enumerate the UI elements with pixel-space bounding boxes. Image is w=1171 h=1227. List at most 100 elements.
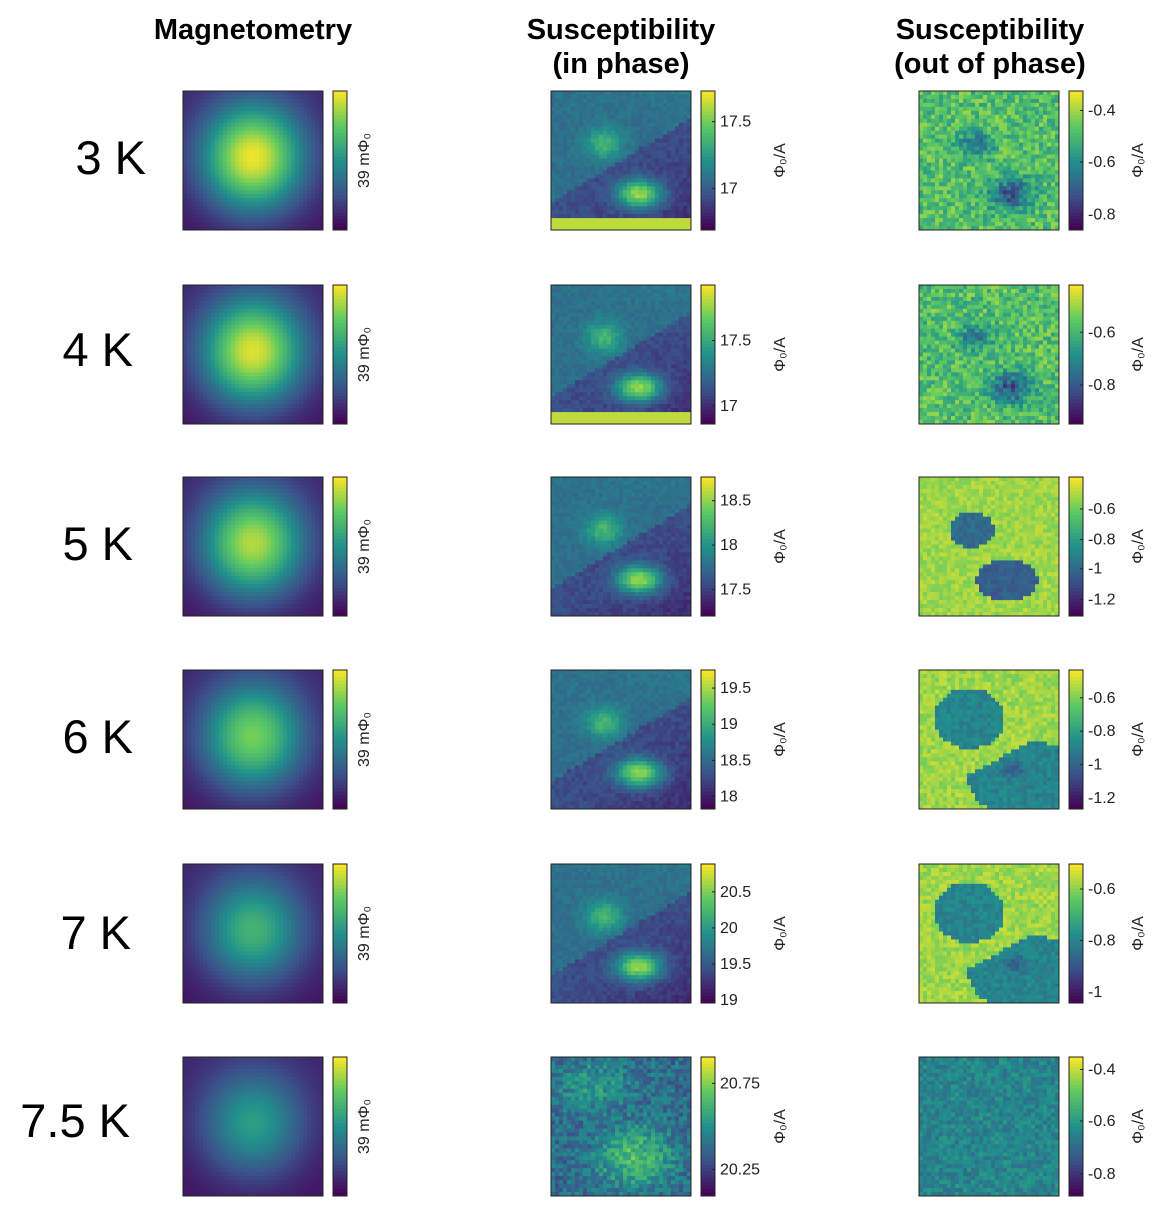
colorbar-unit-label: Φ₀/A (1130, 916, 1147, 951)
panel-svg: 39 mΦ₀ (182, 669, 373, 810)
panel-svg: 39 mΦ₀ (182, 476, 373, 617)
outphase-susceptibility-map: -0.6 -0.8 -1 -1.2 Φ₀/A (918, 476, 1159, 620)
heatmap-image (551, 285, 692, 425)
outphase-susceptibility-map: -0.4 -0.6 -0.8 Φ₀/A (918, 1056, 1159, 1200)
row-label: 6 K (0, 709, 133, 764)
heatmap-frame (918, 90, 1060, 231)
colorbar-unit-label: Φ₀/A (772, 529, 789, 564)
heatmap-image (919, 285, 1060, 425)
inphase-susceptibility-map: 18.5 18 17.5 Φ₀/A (550, 476, 791, 620)
column-title-magnetometry: Magnetometry (93, 13, 413, 47)
colorbar-tick-label: -0.6 (1088, 154, 1116, 171)
row-label: 7 K (0, 905, 131, 960)
colorbar-tick-label: -0.8 (1088, 1166, 1116, 1183)
colorbar (1068, 1056, 1084, 1197)
heatmap-frame (918, 1056, 1060, 1197)
panel-svg: 39 mΦ₀ (182, 90, 373, 231)
inphase-susceptibility-map: 20.5 20 19.5 19 Φ₀/A (550, 863, 791, 1009)
panel-svg: 39 mΦ₀ (182, 863, 373, 1004)
colorbar-unit-label: Φ₀/A (772, 1109, 789, 1144)
heatmap-image (551, 91, 692, 231)
panel-svg: 19.5 19 18.5 18 Φ₀/A (550, 669, 789, 810)
column-title-inphase: Susceptibility (in phase) (461, 13, 781, 81)
column-title-line2: (in phase) (461, 47, 781, 81)
colorbar-unit-label: 39 mΦ₀ (356, 133, 373, 188)
colorbar-tick-label: 17 (720, 180, 738, 197)
colorbar-tick-label: -0.8 (1088, 377, 1116, 394)
colorbar-tick-label: -0.8 (1088, 723, 1116, 740)
heatmap-image (183, 285, 324, 425)
column-title-line2: (out of phase) (830, 47, 1150, 81)
colorbar-tick-label: 20 (720, 920, 738, 937)
heatmap-frame (550, 863, 692, 1004)
colorbar-tick-label: -0.8 (1088, 932, 1116, 949)
column-title-outphase: Susceptibility (out of phase) (830, 13, 1150, 81)
colorbar (1068, 476, 1084, 617)
colorbar-tick-label: -1 (1088, 561, 1102, 578)
heatmap-frame (182, 476, 324, 617)
magnetometry-map: 39 mΦ₀ (182, 1056, 423, 1200)
colorbar-tick-label: -0.6 (1088, 690, 1116, 707)
row-label: 7.5 K (0, 1093, 130, 1148)
colorbar-tick-label: 19.5 (720, 680, 751, 697)
heatmap-frame (182, 90, 324, 231)
colorbar-tick-label: -0.4 (1088, 1062, 1116, 1079)
outphase-susceptibility-map: -0.6 -0.8 -1 -1.2 Φ₀/A (918, 669, 1159, 813)
colorbar-tick-label: 17.5 (720, 114, 751, 131)
colorbar-tick-label: -0.8 (1088, 532, 1116, 549)
heatmap-frame (182, 863, 324, 1004)
heatmap-image (183, 670, 324, 810)
magnetometry-map: 39 mΦ₀ (182, 669, 423, 813)
colorbar-tick-label: 17 (720, 398, 738, 415)
colorbar-tick-label: 19 (720, 992, 738, 1009)
colorbar (332, 90, 348, 231)
colorbar (332, 476, 348, 617)
heatmap-image (551, 670, 692, 810)
heatmap-frame (182, 669, 324, 810)
colorbar-tick-label: 18.5 (720, 752, 751, 769)
panel-svg: 20.75 20.25 Φ₀/A (550, 1056, 789, 1197)
colorbar-tick-label: 17.5 (720, 582, 751, 599)
heatmap-frame (918, 669, 1060, 810)
row-label: 5 K (0, 516, 133, 571)
panel-svg: -0.6 -0.8 Φ₀/A (918, 284, 1147, 425)
inphase-susceptibility-map: 19.5 19 18.5 18 Φ₀/A (550, 669, 791, 813)
heatmap-image (919, 1057, 1060, 1197)
panel-svg: -0.4 -0.6 -0.8 Φ₀/A (918, 90, 1147, 231)
colorbar (700, 90, 716, 231)
row-label: 3 K (0, 130, 146, 185)
heatmap-image (551, 477, 692, 617)
colorbar-tick-label: -1 (1088, 757, 1102, 774)
colorbar-tick-label: 19 (720, 716, 738, 733)
colorbar (332, 863, 348, 1004)
heatmap-image (919, 670, 1060, 810)
panel-svg: -0.4 -0.6 -0.8 Φ₀/A (918, 1056, 1147, 1197)
outphase-susceptibility-map: -0.6 -0.8 -1 Φ₀/A (918, 863, 1159, 1007)
heatmap-frame (918, 476, 1060, 617)
colorbar (700, 669, 716, 810)
colorbar (1068, 669, 1084, 810)
colorbar-unit-label: 39 mΦ₀ (356, 712, 373, 767)
panel-svg: 17.5 17 Φ₀/A (550, 284, 789, 425)
colorbar (1068, 284, 1084, 425)
colorbar (700, 284, 716, 425)
colorbar-tick-label: 20.5 (720, 884, 751, 901)
colorbar-tick-label: 18 (720, 537, 738, 554)
panel-svg: 18.5 18 17.5 Φ₀/A (550, 476, 789, 617)
column-title-line1: Magnetometry (93, 13, 413, 47)
colorbar (332, 284, 348, 425)
colorbar-tick-label: -0.4 (1088, 102, 1116, 119)
colorbar-unit-label: 39 mΦ₀ (356, 327, 373, 382)
heatmap-frame (550, 284, 692, 425)
colorbar-tick-label: 17.5 (720, 333, 751, 350)
inphase-susceptibility-map: 17.5 17 Φ₀/A (550, 284, 791, 428)
inphase-susceptibility-map: 17.5 17 Φ₀/A (550, 90, 791, 234)
heatmap-frame (918, 863, 1060, 1004)
colorbar (700, 863, 716, 1004)
colorbar-tick-label: 18 (720, 788, 738, 805)
heatmap-frame (182, 1056, 324, 1197)
colorbar (332, 1056, 348, 1197)
heatmap-image (919, 91, 1060, 231)
heatmap-frame (182, 284, 324, 425)
colorbar (1068, 863, 1084, 1004)
